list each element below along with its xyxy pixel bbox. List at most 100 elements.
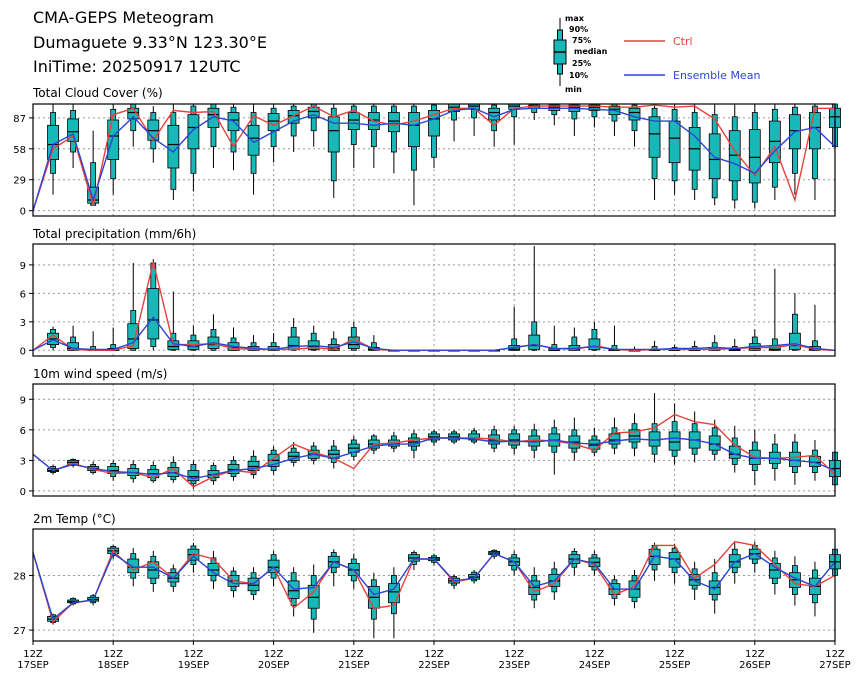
box-plot: [147, 461, 160, 483]
box-plot: [287, 104, 300, 152]
box-plot: [187, 104, 200, 192]
box-plot: [568, 417, 581, 461]
time-axis: 12Z17SEP12Z18SEP12Z19SEP12Z20SEP12Z21SEP…: [17, 641, 851, 671]
box-p25-p75: [668, 431, 681, 451]
box-plot: [528, 567, 541, 609]
x-tick-label-time: 12Z: [585, 649, 605, 660]
box-plot: [628, 104, 641, 147]
panel-title: 2m Temp (°C): [33, 512, 116, 526]
box-p25-p75: [528, 334, 541, 350]
box-p25-p75: [608, 433, 621, 445]
box-plot: [468, 427, 481, 445]
box-plot: [728, 542, 741, 584]
box-plot: [508, 425, 521, 455]
x-tick-label-time: 12Z: [745, 649, 765, 660]
box-plot: [508, 550, 521, 576]
box-plot: [688, 104, 701, 200]
ensemble-mean-line: [32, 437, 836, 480]
box-plot: [147, 550, 160, 592]
box-p25-p75: [789, 332, 801, 350]
box-p25-p75: [47, 124, 59, 160]
legend-label-p90: 90%: [569, 25, 588, 34]
box-plot: [688, 411, 701, 463]
box-plot: [387, 104, 400, 174]
box-plot: [267, 333, 280, 351]
box-plot: [809, 304, 821, 351]
x-tick-label-date: 20SEP: [258, 660, 289, 671]
panel-title: Total Cloud Cover (%): [32, 86, 163, 100]
legend-label-max: max: [565, 14, 585, 23]
box-plot: [508, 306, 521, 351]
y-tick-label: 27: [13, 626, 26, 637]
box-plot: [708, 559, 721, 614]
chart-title: CMA-GEPS Meteogram: [33, 8, 214, 27]
box-plot: [227, 104, 240, 171]
box-plot: [528, 245, 541, 351]
box-plot: [708, 104, 721, 206]
box-plot: [107, 327, 120, 351]
y-tick-label: 87: [13, 114, 26, 125]
box-plot: [608, 417, 621, 455]
box-p25-p75: [768, 563, 781, 579]
box-p25-p75: [287, 110, 300, 124]
panel-2: Total precipitation (mm/6h) 0 3 6 9: [20, 227, 836, 357]
legend-label-p25: 25%: [572, 59, 591, 68]
box-plot: [307, 103, 320, 147]
box-plot: [67, 597, 79, 606]
y-tick-label: 9: [20, 395, 26, 406]
panel-frame: [32, 383, 836, 497]
location-line: Dumaguete 9.33°N 123.30°E: [33, 33, 267, 52]
box-p25-p75: [347, 112, 360, 130]
y-tick-label: 9: [20, 261, 26, 272]
box-p25-p75: [588, 338, 601, 350]
box-plot: [768, 268, 781, 351]
box-plot: [668, 403, 681, 465]
y-tick-label: 58: [13, 145, 26, 156]
x-tick-label-time: 12Z: [184, 649, 204, 660]
box-plot: [167, 291, 180, 351]
box-plot: [127, 103, 140, 147]
box-plot: [468, 569, 481, 584]
y-tick-label: 3: [20, 318, 26, 329]
box-plot: [47, 326, 59, 351]
box-p25-p75: [428, 110, 440, 137]
panels: Total Cloud Cover (%) 0 29 58 87 Total precip…: [13, 86, 841, 642]
box-p25-p75: [107, 119, 120, 160]
box-plot: [548, 419, 561, 475]
box-plot: [608, 103, 621, 136]
x-tick-label-date: 25SEP: [659, 660, 690, 671]
box-p25-p75: [147, 288, 160, 340]
y-tick-label: 6: [20, 426, 26, 437]
box-plot: [588, 103, 601, 128]
box-plot: [287, 442, 300, 467]
panel-title: 10m wind speed (m/s): [33, 367, 167, 381]
legend-ctrl-label: Ctrl: [673, 35, 693, 48]
box-p25-p75: [247, 577, 260, 592]
box-plot: [809, 561, 821, 617]
legend-label-median: median: [574, 47, 608, 56]
x-tick-label-date: 27SEP: [819, 660, 850, 671]
ensemble-mean-line: [32, 315, 836, 351]
x-tick-label-date: 17SEP: [17, 660, 48, 671]
box-plot: [87, 331, 100, 351]
box-plot: [147, 106, 160, 163]
y-tick-label: 0: [20, 346, 26, 357]
box-p25-p75: [648, 116, 661, 158]
box-plot: [648, 104, 661, 200]
legend: max 90% 75% median 25% 10% min Ctrl Ense…: [553, 14, 760, 94]
box-plot: [628, 413, 641, 457]
x-tick-label-date: 22SEP: [418, 660, 449, 671]
box-plot: [307, 564, 320, 633]
box-p25-p75: [67, 118, 79, 142]
box-plot: [548, 103, 561, 126]
panel-1: Total Cloud Cover (%) 0 29 58 87: [13, 86, 841, 218]
init-time-line: IniTime: 20250917 12UTC: [33, 57, 241, 76]
box-plot: [387, 567, 400, 639]
box-p25-p75: [668, 120, 681, 164]
box-plot: [789, 556, 801, 606]
box-p25-p75: [628, 107, 641, 121]
box-p25-p75: [187, 470, 200, 482]
box-plot: [327, 104, 340, 198]
box-plot: [147, 259, 160, 351]
